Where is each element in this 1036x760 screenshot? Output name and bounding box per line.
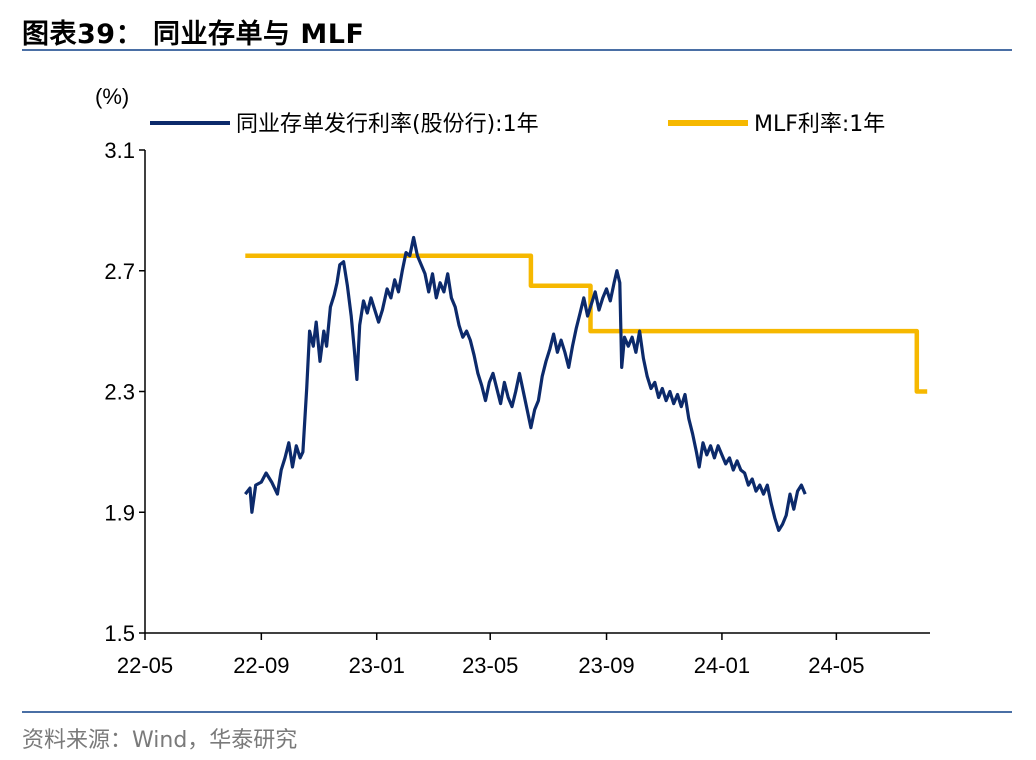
x-tick-label: 23-01 xyxy=(349,653,405,678)
legend-label-mlf: MLF利率:1年 xyxy=(754,112,885,137)
x-axis: 22-05 22-09 23-01 23-05 23-09 24-01 24-05 xyxy=(117,632,930,678)
y-tick-label: 2.3 xyxy=(104,380,135,405)
x-tick-label: 24-01 xyxy=(694,653,750,678)
y-tick-label: 3.1 xyxy=(104,138,135,163)
x-tick-label: 22-05 xyxy=(117,653,173,678)
title-rule xyxy=(22,49,1012,51)
line-chart: (%) 3.1 2.7 2.3 1.9 1.5 22-05 22-09 23-01 23-05… xyxy=(95,84,930,678)
legend: 同业存单发行利率(股份行):1年 MLF利率:1年 xyxy=(150,112,885,137)
source-rule xyxy=(22,711,1012,713)
y-tick-label: 2.7 xyxy=(104,259,135,284)
y-unit-label: (%) xyxy=(95,84,129,109)
legend-label-ncd: 同业存单发行利率(股份行):1年 xyxy=(236,112,539,137)
figure-title: 图表39： 同业存单与 MLF xyxy=(22,19,365,50)
ncd-rate-line xyxy=(244,235,807,532)
y-tick-label: 1.5 xyxy=(104,621,135,646)
x-tick-label: 22-09 xyxy=(233,653,289,678)
y-axis: 3.1 2.7 2.3 1.9 1.5 xyxy=(104,138,146,646)
y-tick-label: 1.9 xyxy=(104,500,135,525)
series-layer xyxy=(244,235,928,532)
source-note: 资料来源：Wind，华泰研究 xyxy=(22,728,298,753)
x-tick-label: 23-05 xyxy=(462,653,518,678)
x-tick-label: 23-09 xyxy=(578,653,634,678)
x-tick-label: 24-05 xyxy=(808,653,864,678)
mlf-rate-line xyxy=(245,253,928,394)
